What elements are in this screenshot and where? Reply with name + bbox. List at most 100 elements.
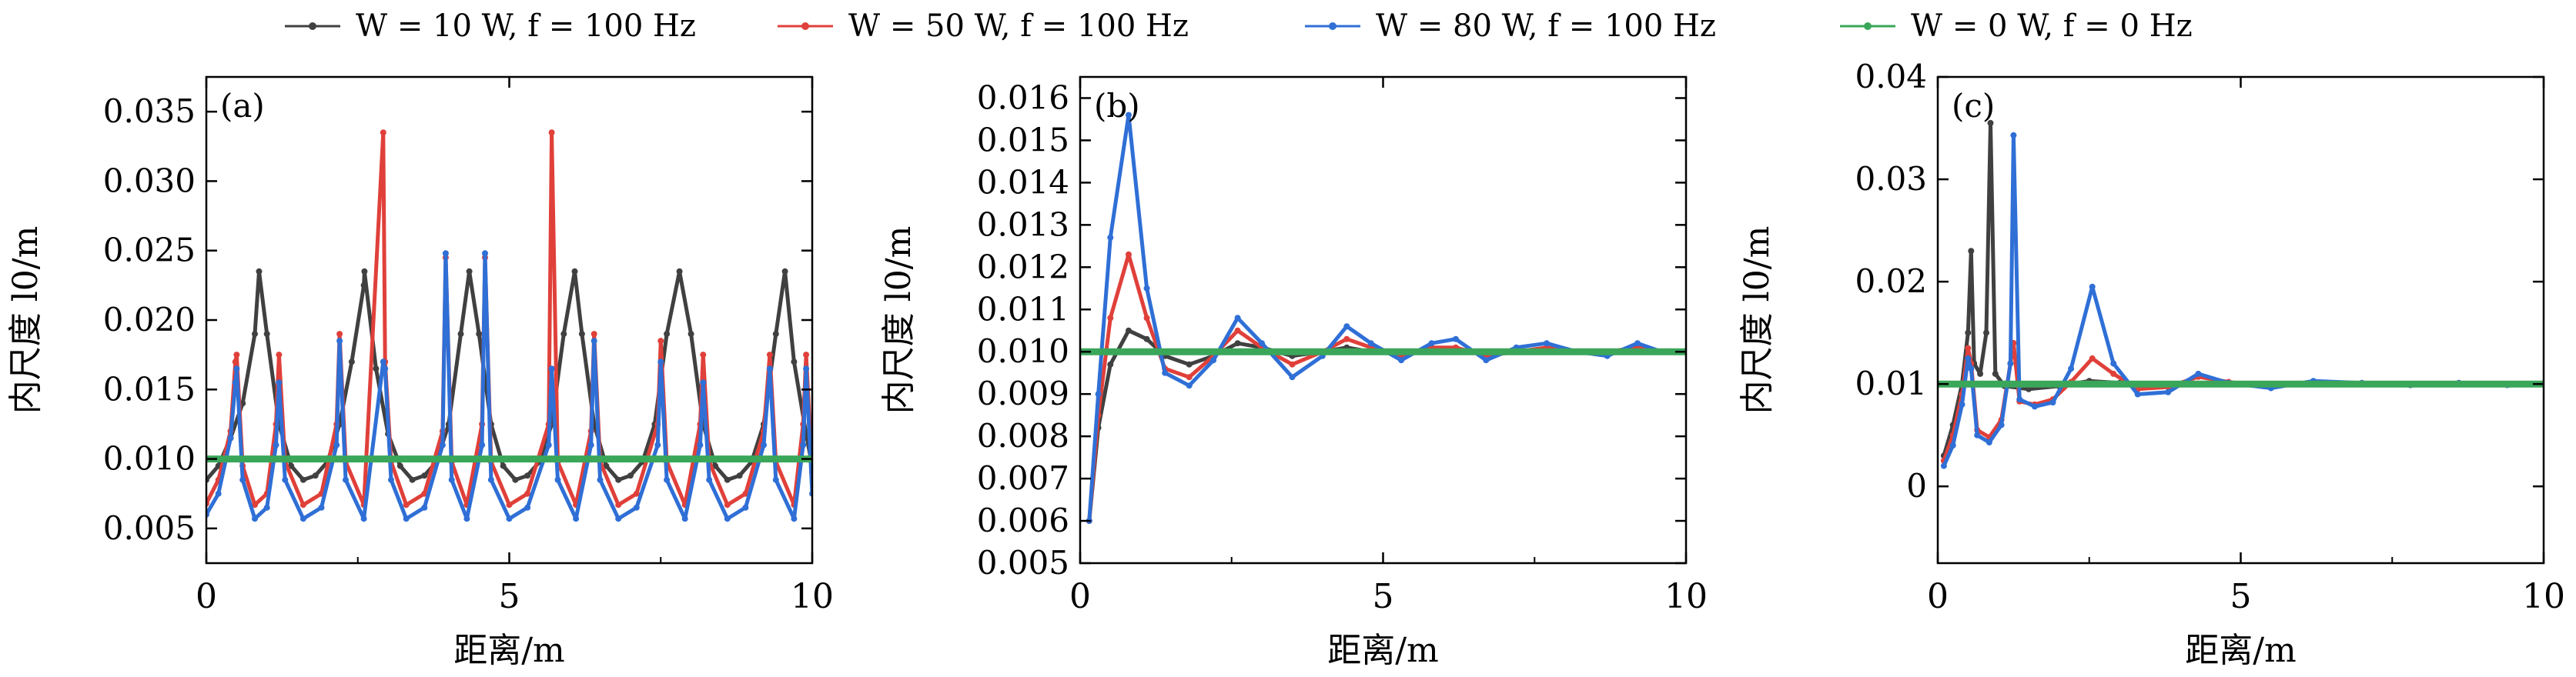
data-point (724, 476, 731, 483)
data-point (676, 268, 683, 275)
data-point (252, 502, 258, 509)
data-point (479, 442, 486, 449)
legend-label: W = 0 W, f = 0 Hz (1911, 8, 2193, 44)
data-point (687, 331, 694, 338)
data-point (380, 129, 386, 136)
data-point (263, 331, 270, 338)
chart-panel: 0 5 10 0 0.01 0.02 0.03 0.04 (c) 距离/m 内尺度 l0/m (1738, 58, 2565, 670)
data-point (1210, 357, 1217, 364)
data-point (442, 250, 449, 257)
legend-entry: W = 10 W, f = 100 Hz (285, 8, 696, 44)
panel-label: (b) (1094, 87, 1140, 125)
y-tick-label: 0.010 (103, 440, 196, 478)
legend-entry: W = 80 W, f = 100 Hz (1305, 8, 1716, 44)
series-line (1942, 133, 2544, 467)
data-point (1234, 340, 1241, 347)
data-point (615, 515, 622, 522)
y-tick-label: 0.035 (103, 92, 196, 130)
data-point (276, 352, 283, 359)
data-point (1965, 355, 1972, 362)
data-point (233, 352, 240, 359)
data-point (476, 331, 483, 338)
series-line (1087, 113, 1686, 522)
data-point (512, 476, 519, 483)
data-point (1126, 112, 1132, 118)
data-point (463, 515, 470, 522)
data-point (215, 490, 222, 497)
data-point (1998, 422, 2005, 429)
data-point (1959, 401, 1965, 408)
data-point (500, 462, 507, 469)
data-point (1544, 340, 1550, 347)
data-point (312, 472, 319, 479)
y-tick-label: 0.013 (977, 205, 1069, 243)
y-tick-label: 0.015 (977, 121, 1069, 158)
legend-entry: W = 0 W, f = 0 Hz (1840, 8, 2193, 44)
panel-label: (a) (220, 87, 265, 125)
data-point (573, 515, 580, 522)
y-tick-label: 0.01 (1855, 365, 1927, 402)
data-point (403, 515, 410, 522)
data-point (664, 476, 671, 483)
data-point (448, 476, 455, 483)
data-point (2195, 370, 2202, 377)
y-tick-label: 0.03 (1855, 160, 1927, 198)
y-tick-label: 0.009 (977, 375, 1069, 412)
x-tick-label: 5 (499, 577, 520, 616)
series-line (206, 251, 812, 521)
data-point (742, 490, 749, 497)
data-point (382, 365, 389, 372)
data-point (299, 502, 306, 509)
data-point (2089, 355, 2096, 362)
data-point (2049, 399, 2056, 406)
data-point (706, 476, 713, 483)
data-point (615, 476, 622, 483)
y-axis-label: 内尺度 l0/m (879, 226, 918, 415)
data-point (2068, 365, 2075, 372)
data-point (615, 502, 622, 509)
series-line (1087, 328, 1686, 522)
data-point (233, 365, 240, 372)
data-point (396, 462, 403, 469)
data-point (1186, 382, 1193, 389)
legend-marker (309, 22, 316, 30)
data-point (1965, 345, 1972, 352)
data-point (1107, 315, 1114, 322)
legend-marker (1864, 22, 1872, 30)
data-point (360, 282, 367, 288)
chart-panels: 0 5 100.0050.0100.0150.0200.0250.0300.035(… (6, 58, 2565, 670)
x-tick-label: 0 (1069, 577, 1091, 616)
data-point (506, 502, 513, 509)
data-point (1234, 315, 1241, 322)
data-point (1949, 442, 1956, 449)
y-tick-label: 0.005 (103, 509, 196, 547)
data-point (633, 504, 640, 511)
data-point (1398, 357, 1405, 364)
plot-frame (1079, 75, 1688, 565)
data-point (681, 515, 688, 522)
data-point (1367, 340, 1374, 347)
data-point (256, 268, 263, 275)
data-point (1974, 432, 1981, 439)
data-point (1343, 323, 1350, 330)
data-point (700, 379, 707, 386)
data-point (318, 504, 325, 511)
legend-marker (1329, 22, 1337, 30)
y-tick-label: 0 (1906, 467, 1927, 505)
data-point (761, 442, 767, 449)
data-point (2089, 283, 2096, 290)
data-point (273, 442, 279, 449)
data-point (466, 268, 473, 275)
data-point (791, 359, 798, 365)
data-point (2007, 360, 2014, 367)
data-point (781, 268, 788, 275)
data-point (736, 472, 743, 479)
x-tick-label: 10 (2522, 577, 2565, 616)
data-point (545, 442, 552, 449)
data-point (252, 515, 258, 522)
x-tick-label: 5 (1373, 577, 1394, 616)
data-point (276, 379, 283, 386)
data-point (343, 476, 349, 483)
data-point (548, 129, 555, 136)
